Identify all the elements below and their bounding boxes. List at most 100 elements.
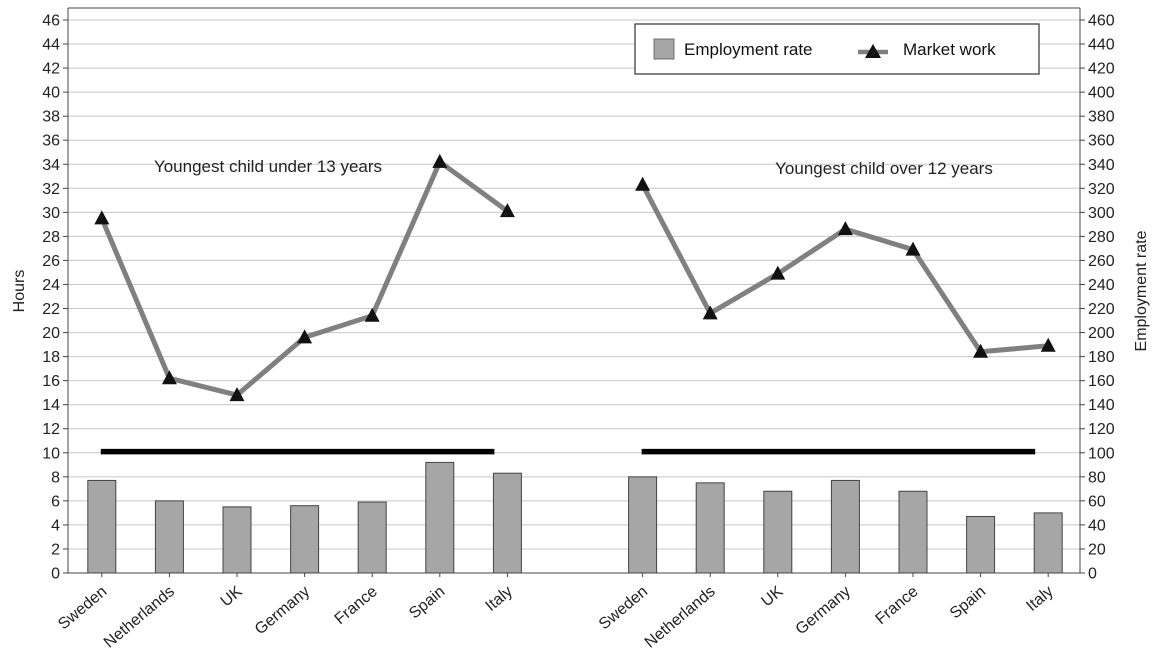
right-tick-label: 60 (1088, 493, 1106, 510)
bar-netherlands-1 (154, 500, 184, 574)
x-label-germany-2: Germany (793, 583, 854, 638)
annotation-over-12: Youngest child over 12 years (775, 159, 993, 178)
marker-uk-2 (770, 265, 786, 280)
right-tick-label: 320 (1088, 181, 1115, 198)
left-tick-label: 36 (42, 133, 60, 150)
right-tick-label: 420 (1088, 61, 1115, 78)
bar-uk-1 (222, 506, 252, 574)
left-tick-label: 32 (42, 181, 60, 198)
right-tick-label: 460 (1088, 13, 1115, 30)
legend: Employment rate Market work (634, 23, 1040, 75)
x-label-uk-2: UK (758, 583, 786, 611)
right-tick-label: 300 (1088, 205, 1115, 222)
x-label-italy-1: Italy (483, 583, 516, 615)
right-tick-label: 200 (1088, 325, 1115, 342)
x-label-uk-1: UK (218, 583, 246, 611)
right-tick-label: 0 (1088, 566, 1097, 583)
marker-france-1 (364, 307, 380, 322)
bar-spain-2 (966, 515, 996, 574)
left-axis-title: Hours (11, 270, 28, 313)
right-tick-label: 340 (1088, 157, 1115, 174)
right-tick-label: 380 (1088, 109, 1115, 126)
left-tick-label: 2 (51, 541, 60, 558)
left-tick-label: 20 (42, 325, 60, 342)
left-tick-label: 44 (42, 37, 60, 54)
right-tick-label: 240 (1088, 277, 1115, 294)
right-tick-label: 260 (1088, 253, 1115, 270)
bar-germany-1 (290, 505, 320, 574)
bars (87, 461, 1063, 574)
bar-france-2 (898, 490, 928, 574)
left-tick-label: 22 (42, 301, 60, 318)
marker-france-2 (905, 241, 921, 256)
marker-sweden-2 (635, 176, 651, 191)
bar-netherlands-2 (695, 482, 725, 574)
gridlines (68, 19, 1080, 550)
left-tick-label: 40 (42, 85, 60, 102)
marker-netherlands-1 (161, 370, 177, 385)
right-tick-label: 280 (1088, 229, 1115, 246)
left-tick-label: 34 (42, 157, 60, 174)
right-tick-label: 180 (1088, 349, 1115, 366)
marker-italy-2 (1040, 337, 1056, 352)
bar-italy-1 (492, 472, 522, 574)
legend-employment-rate: Employment rate (684, 40, 813, 59)
right-axis-title: Employment rate (1133, 230, 1150, 351)
x-label-germany-1: Germany (252, 583, 313, 638)
left-tick-label: 26 (42, 253, 60, 270)
right-axis-ticks: 0 20 40 60 80 100 120 140 160 180 200 220 240 260 280 3… (1080, 13, 1115, 583)
left-tick-label: 10 (42, 445, 60, 462)
left-tick-label: 14 (42, 397, 60, 414)
market-work-markers (94, 153, 1056, 402)
bar-germany-2 (830, 479, 860, 574)
right-tick-label: 100 (1088, 445, 1115, 462)
x-label-sweden-2: Sweden (596, 583, 651, 633)
x-label-netherlands-1: Netherlands (101, 583, 178, 651)
left-tick-label: 28 (42, 229, 60, 246)
right-tick-label: 80 (1088, 469, 1106, 486)
marker-italy-1 (499, 203, 515, 218)
left-tick-label: 24 (42, 277, 60, 294)
marker-germany-1 (297, 329, 313, 344)
left-tick-label: 42 (42, 61, 60, 78)
x-label-italy-2: Italy (1023, 583, 1056, 615)
market-work-line-group-2 (640, 183, 1049, 355)
left-tick-label: 0 (51, 566, 60, 583)
bar-spain-1 (425, 461, 455, 574)
left-tick-label: 8 (51, 469, 60, 486)
right-tick-label: 160 (1088, 373, 1115, 390)
x-label-france-2: France (872, 583, 921, 628)
left-tick-label: 46 (42, 13, 60, 30)
x-label-france-1: France (332, 583, 381, 628)
bar-italy-2 (1033, 512, 1063, 574)
annotation-under-13: Youngest child under 13 years (154, 157, 382, 176)
right-tick-label: 20 (1088, 541, 1106, 558)
market-work-lines (99, 159, 1049, 398)
market-work-line-group-1 (99, 159, 509, 398)
marker-germany-2 (837, 221, 853, 236)
bar-france-1 (357, 501, 387, 574)
bar-uk-2 (763, 490, 793, 574)
marker-netherlands-2 (702, 305, 718, 320)
right-tick-label: 120 (1088, 421, 1115, 438)
x-label-netherlands-2: Netherlands (642, 583, 719, 651)
x-label-spain-2: Spain (947, 583, 989, 622)
left-tick-label: 4 (51, 517, 60, 534)
left-tick-label: 38 (42, 109, 60, 126)
left-tick-label: 18 (42, 349, 60, 366)
left-tick-label: 12 (42, 421, 60, 438)
marker-sweden-1 (94, 210, 110, 225)
bar-sweden-2 (628, 476, 658, 574)
right-tick-label: 140 (1088, 397, 1115, 414)
left-tick-label: 16 (42, 373, 60, 390)
marker-spain-1 (432, 153, 448, 168)
x-label-spain-1: Spain (406, 583, 448, 622)
legend-bar-swatch (653, 38, 675, 60)
right-tick-label: 360 (1088, 133, 1115, 150)
legend-box (634, 23, 1040, 75)
right-tick-label: 400 (1088, 85, 1115, 102)
marker-spain-2 (973, 343, 989, 358)
left-axis-ticks: 0246810121416182022242628303234363840424… (42, 13, 68, 583)
